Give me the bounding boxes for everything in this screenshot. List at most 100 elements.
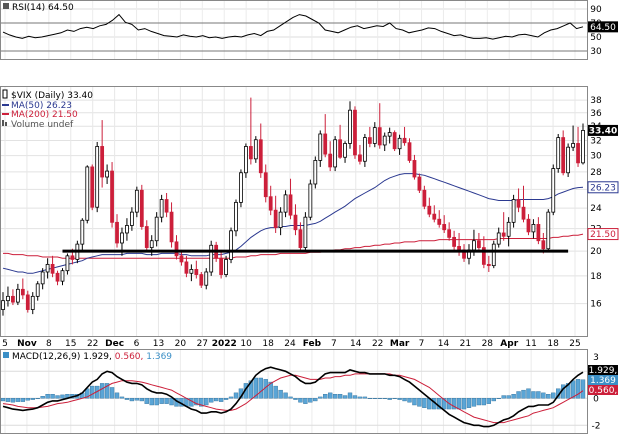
candle-body-up <box>253 139 258 160</box>
ma50-line <box>2 173 584 274</box>
macd-histogram-bar <box>233 392 239 399</box>
last-price-badge: 33.40 <box>588 124 618 136</box>
candle <box>323 114 328 158</box>
price-tick-label: 38 <box>590 96 602 106</box>
candle <box>422 185 427 210</box>
candle <box>571 125 575 152</box>
candle <box>556 133 561 173</box>
legend-volume-bar-a <box>2 120 4 126</box>
candle <box>511 194 516 228</box>
candle-body-up <box>496 232 501 245</box>
candle-body-up <box>318 133 323 161</box>
macd-signal-badge-bg <box>588 385 618 395</box>
macd-histogram-bar <box>90 385 95 399</box>
macd-histogram-bar <box>278 389 283 399</box>
candle-body-up <box>343 143 347 158</box>
price-tick-label: 24 <box>590 204 602 214</box>
candle <box>174 235 179 260</box>
candle <box>516 188 521 213</box>
macd-histogram-bar <box>342 395 348 399</box>
x-tick-label: 24 <box>284 339 296 349</box>
x-tick-label: 2022 <box>212 339 237 349</box>
candle-body-down <box>407 142 412 161</box>
candle <box>184 255 189 278</box>
macd-histogram-bar <box>580 379 586 399</box>
candle-body-down <box>457 246 461 251</box>
x-tick-label: 7 <box>419 339 425 349</box>
candle-body-up <box>382 135 387 146</box>
macd-line <box>2 366 584 428</box>
candle-body-up <box>105 170 109 178</box>
macd-histogram-bar <box>486 398 491 404</box>
macd-histogram-bar <box>298 398 303 403</box>
ma50-badge: 26.23 <box>587 181 619 194</box>
candle-body-down <box>90 166 95 208</box>
candle-body-up <box>189 269 194 274</box>
candle <box>263 164 268 203</box>
price-tick-label: 28 <box>590 168 602 178</box>
candle-body-down <box>20 288 25 296</box>
candle <box>50 255 55 278</box>
rsi-frame <box>0 0 588 60</box>
candle <box>130 207 134 231</box>
candle-body-down <box>55 272 60 282</box>
macd-legend: MACD(12,26,9) 1.929, 0.560, 1.369 <box>3 352 172 362</box>
candle-body-down <box>179 255 184 263</box>
x-tick-label: 10 <box>240 339 252 349</box>
candle <box>526 214 531 236</box>
candle <box>447 222 452 241</box>
macd-histogram-bar <box>417 398 422 407</box>
x-tick-label: Apr <box>500 339 518 349</box>
macd-histogram-bar <box>387 398 392 400</box>
candles <box>1 97 585 316</box>
candle-body-up <box>239 172 243 203</box>
candle <box>561 130 566 176</box>
candle-body-down <box>174 241 179 257</box>
macd-histogram-bar <box>124 398 130 400</box>
legend-vix-text: $VIX (Daily) 33.40 <box>11 91 93 101</box>
macd-value-badge-bg <box>588 365 618 375</box>
candle <box>293 204 298 236</box>
candle-body-down <box>273 209 278 228</box>
macd-histogram-bar <box>189 398 194 407</box>
candle <box>20 278 25 300</box>
candle <box>328 141 333 172</box>
candle <box>164 193 169 218</box>
ma50-badge-text: 26.23 <box>590 183 616 193</box>
x-tick-label: 25 <box>569 339 580 349</box>
candle-body-down <box>486 263 491 267</box>
macd-histogram-bar <box>506 395 511 399</box>
macd-histogram-bar <box>228 396 234 399</box>
candle <box>343 141 347 163</box>
macd-histogram-bar <box>372 398 377 399</box>
candle <box>581 123 585 165</box>
candle-body-up <box>556 137 561 169</box>
macd-histogram-bar <box>570 380 576 399</box>
last-badge-bg <box>588 124 618 136</box>
macd-histogram-bar <box>526 388 531 399</box>
macd-histogram-bar <box>303 398 308 404</box>
candle <box>110 162 114 228</box>
macd-histogram-bar <box>496 398 501 399</box>
candle <box>258 123 263 178</box>
candle <box>204 268 209 290</box>
candle-body-down <box>70 255 75 260</box>
macd-histogram-bar <box>332 394 338 399</box>
candle <box>234 199 238 237</box>
candle-body-up <box>40 271 45 285</box>
macd-histogram-bar <box>461 398 467 410</box>
ma200-line <box>3 233 584 259</box>
candle <box>477 232 481 253</box>
candle <box>506 217 511 247</box>
candle-body-up <box>6 295 10 302</box>
macd-histogram-bar <box>546 394 551 399</box>
candle-body-down <box>199 274 204 286</box>
macd-histogram-bar <box>0 398 6 402</box>
macd-histogram-bar <box>451 398 457 410</box>
candle-body-down <box>536 224 541 242</box>
candle-body-down <box>481 247 486 265</box>
candle <box>486 255 491 272</box>
candle-body-up <box>472 240 476 251</box>
candle <box>546 209 551 253</box>
